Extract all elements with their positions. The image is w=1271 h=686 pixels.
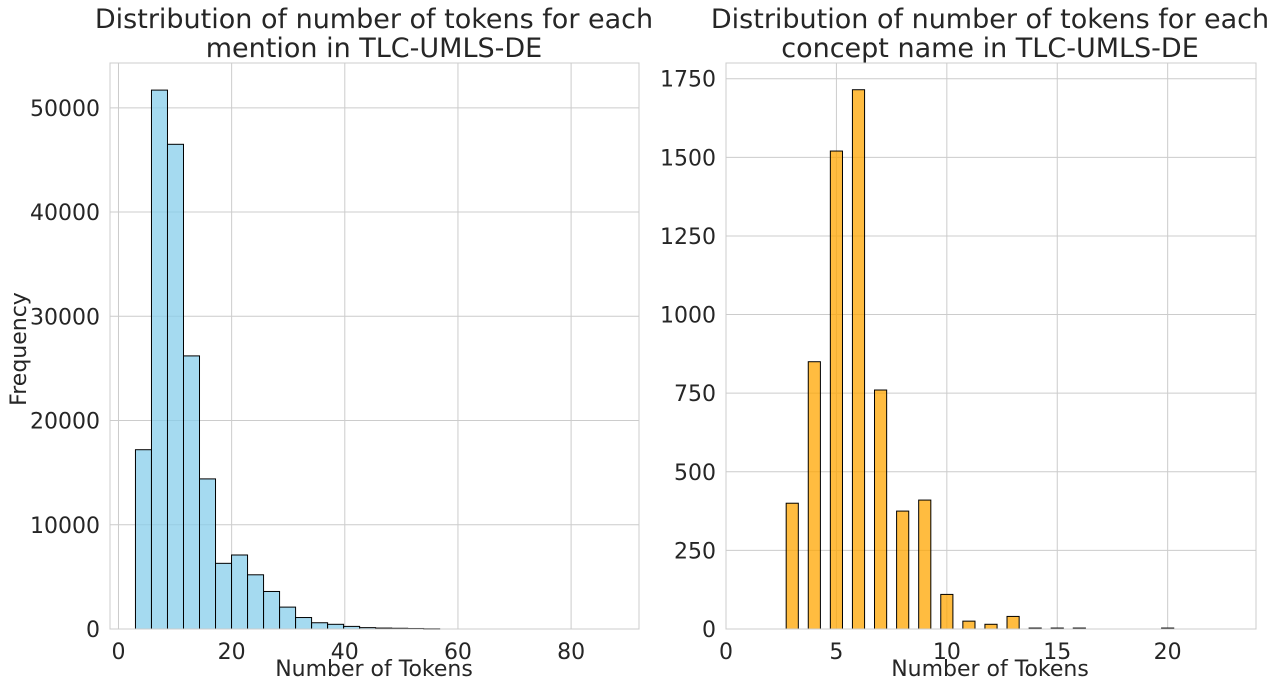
concept-y-tick-label: 250 bbox=[674, 539, 716, 564]
concept-histogram-bar bbox=[1006, 615, 1020, 630]
mention-histogram-bar bbox=[134, 449, 152, 630]
concept-y-tick-label: 500 bbox=[674, 461, 716, 486]
concept-bars bbox=[785, 89, 1175, 630]
concept-x-tick-label: 5 bbox=[829, 640, 843, 665]
mention-x-axis-label: Number of Tokens bbox=[275, 657, 473, 682]
concept-y-tick-label: 0 bbox=[702, 618, 716, 643]
concept-x-axis-label: Number of Tokens bbox=[891, 657, 1089, 682]
mention-histogram-bar bbox=[182, 355, 201, 630]
mention-ticks: 0 20 40 60 80 0 10000 20000 30000 40000 50000 bbox=[30, 97, 585, 665]
mention-histogram-bar bbox=[311, 622, 329, 630]
concept-y-tick-label: 1750 bbox=[660, 68, 716, 93]
concept-chart-title-line-1: Distribution of number of tokens for eac… bbox=[711, 4, 1269, 35]
concept-histogram-bar bbox=[851, 89, 866, 630]
concept-x-tick-label: 20 bbox=[1154, 640, 1182, 665]
concept-ticks: 0 5 10 15 20 0 250 500 750 1000 1250 1500 1750 bbox=[660, 68, 1182, 665]
mention-y-tick-label: 10000 bbox=[30, 514, 100, 539]
mention-histogram-bar bbox=[166, 143, 184, 630]
concept-grid bbox=[725, 63, 1256, 630]
concept-x-tick-label: 15 bbox=[1043, 640, 1071, 665]
concept-histogram-bar bbox=[962, 620, 976, 630]
concept-histogram-bar bbox=[918, 499, 932, 630]
concept-y-tick-label: 1000 bbox=[660, 304, 716, 329]
mention-chart-title-line-1: Distribution of number of tokens for eac… bbox=[95, 4, 653, 35]
concept-histogram-bar bbox=[874, 389, 888, 630]
mention-chart-title-line-2: mention in TLC-UMLS-DE bbox=[206, 33, 543, 64]
mention-x-tick-label: 80 bbox=[557, 640, 585, 665]
concept-y-tick-label: 750 bbox=[674, 382, 716, 407]
mention-x-tick-label: 60 bbox=[444, 640, 472, 665]
concept-chart-title-line-2: concept name in TLC-UMLS-DE bbox=[781, 33, 1199, 64]
concept-y-tick-label: 1250 bbox=[660, 225, 716, 250]
concept-histogram-bar bbox=[829, 150, 843, 630]
mention-histogram-bar bbox=[231, 554, 249, 630]
concept-x-tick-label: 0 bbox=[719, 640, 733, 665]
concept-histogram-bar bbox=[896, 510, 910, 630]
mention-histogram-bar bbox=[295, 617, 313, 630]
mention-y-tick-label: 0 bbox=[86, 618, 100, 643]
mention-histogram-bar bbox=[247, 574, 265, 630]
concept-histogram-bar bbox=[785, 502, 799, 630]
concept-histogram-bar bbox=[940, 593, 954, 630]
concept-y-tick-label: 1500 bbox=[660, 146, 716, 171]
mention-histogram-bar bbox=[150, 89, 168, 630]
mention-x-tick-label: 20 bbox=[218, 640, 246, 665]
mention-y-tick-label: 20000 bbox=[30, 410, 100, 435]
mention-histogram-bar bbox=[327, 623, 345, 630]
mention-x-tick-label: 40 bbox=[331, 640, 359, 665]
concept-histogram-bar bbox=[807, 361, 821, 630]
mention-y-axis-label: Frequency bbox=[7, 292, 32, 406]
mention-y-tick-label: 30000 bbox=[30, 305, 100, 330]
mention-x-tick-label: 0 bbox=[111, 640, 125, 665]
concept-histogram-bar bbox=[984, 623, 998, 630]
mention-histogram-bar bbox=[263, 590, 281, 630]
concept-histogram-panel: Distribution of number of tokens for eac… bbox=[660, 4, 1269, 682]
mention-histogram-bar bbox=[279, 606, 297, 630]
mention-histogram-bar bbox=[215, 562, 233, 630]
concept-plot-frame bbox=[725, 62, 1257, 630]
mention-y-tick-label: 40000 bbox=[30, 201, 100, 226]
mention-y-tick-label: 50000 bbox=[30, 97, 100, 122]
mention-histogram-panel: Distribution of number of tokens for eac… bbox=[7, 4, 653, 682]
concept-x-tick-label: 10 bbox=[933, 640, 961, 665]
mention-bars bbox=[134, 89, 441, 630]
mention-histogram-bar bbox=[199, 478, 217, 630]
mention-plot-frame bbox=[109, 62, 640, 630]
